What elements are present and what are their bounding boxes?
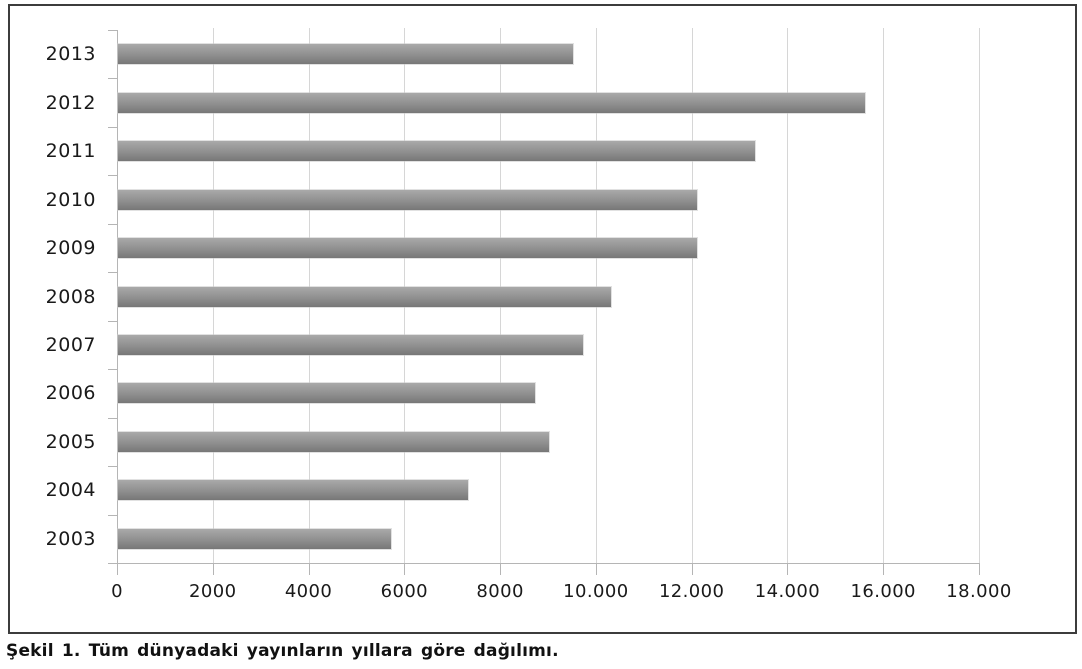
bar-2006 bbox=[118, 383, 535, 404]
bar-2009 bbox=[118, 238, 698, 259]
y-axis-tick bbox=[108, 417, 117, 419]
y-axis-tick bbox=[108, 30, 117, 31]
x-axis-tick bbox=[787, 563, 789, 575]
y-axis-tick bbox=[108, 175, 117, 177]
bar-2013 bbox=[118, 44, 573, 65]
x-axis-tick bbox=[500, 563, 502, 575]
y-axis-label: 2010 bbox=[45, 188, 96, 211]
y-axis-label: 2003 bbox=[45, 527, 96, 550]
x-axis-label: 2000 bbox=[189, 581, 237, 602]
y-axis-label: 2013 bbox=[45, 43, 96, 66]
y-axis-tick bbox=[108, 78, 117, 80]
bar-2011 bbox=[118, 141, 755, 162]
y-axis-label: 2006 bbox=[45, 382, 96, 405]
x-axis-tick bbox=[308, 563, 310, 575]
x-axis-tick bbox=[883, 563, 885, 575]
y-axis-tick bbox=[108, 272, 117, 274]
bar-2005 bbox=[118, 431, 549, 452]
x-axis-tick bbox=[691, 563, 693, 575]
y-axis-label: 2005 bbox=[45, 430, 96, 453]
y-axis-tick bbox=[108, 320, 117, 322]
gridline bbox=[691, 28, 693, 563]
y-axis-tick bbox=[108, 563, 117, 564]
bar-2008 bbox=[118, 286, 612, 307]
gridline bbox=[787, 28, 789, 563]
y-axis-tick bbox=[108, 466, 117, 468]
y-axis-label: 2004 bbox=[45, 479, 96, 502]
x-axis-tick bbox=[595, 563, 597, 575]
bar-2007 bbox=[118, 334, 583, 355]
y-axis-tick bbox=[108, 514, 117, 516]
x-axis-label: 16.000 bbox=[850, 581, 916, 602]
x-axis-label: 8000 bbox=[476, 581, 524, 602]
gridline bbox=[979, 28, 980, 563]
x-axis-label: 4000 bbox=[284, 581, 333, 602]
bar-2010 bbox=[118, 189, 698, 210]
x-axis-tick bbox=[979, 563, 980, 575]
y-axis-tick bbox=[108, 223, 117, 225]
x-axis-tick bbox=[212, 563, 214, 575]
bar-2004 bbox=[118, 480, 468, 501]
y-axis-tick bbox=[108, 126, 117, 128]
x-axis-tick bbox=[404, 563, 406, 575]
x-axis-label: 12.000 bbox=[658, 581, 725, 602]
bar-chart: 0 2000 4000 6000 8000 10.000 12.000 14.000 16.00… bbox=[45, 28, 1012, 602]
y-axis-line bbox=[117, 30, 118, 563]
y-axis-label: 2007 bbox=[45, 333, 96, 356]
x-axis-label: 14.000 bbox=[754, 581, 821, 602]
x-axis-tick bbox=[117, 563, 118, 575]
y-axis-label: 2012 bbox=[45, 91, 96, 114]
x-axis-line bbox=[117, 563, 979, 564]
gridline bbox=[883, 28, 885, 563]
y-axis-tick bbox=[108, 369, 117, 371]
x-axis-label: 6000 bbox=[380, 581, 429, 602]
y-axis-label: 2008 bbox=[45, 285, 96, 308]
x-axis-label: 18.000 bbox=[946, 581, 1012, 602]
bar-2012 bbox=[118, 92, 866, 113]
figure-caption: Şekil 1. Tüm dünyadaki yayınların yıllar… bbox=[6, 641, 559, 661]
x-axis-label: 10.000 bbox=[563, 581, 629, 602]
y-axis-label: 2009 bbox=[45, 237, 96, 260]
bar-2003 bbox=[118, 528, 391, 549]
x-axis-label: 0 bbox=[111, 581, 123, 602]
y-axis-label: 2011 bbox=[45, 140, 96, 163]
